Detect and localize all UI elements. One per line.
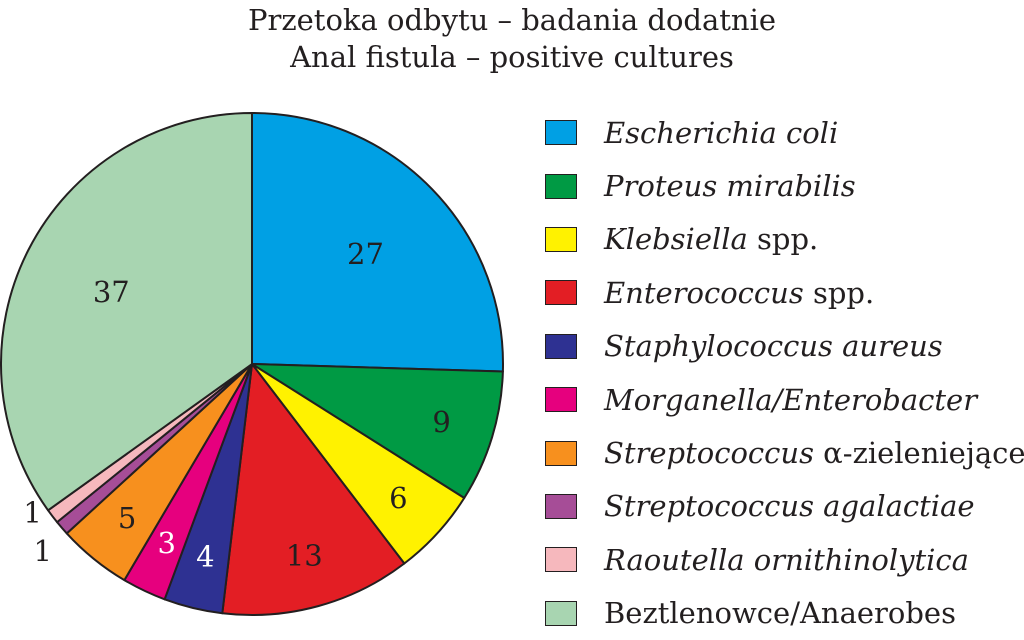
legend-swatch xyxy=(545,493,577,519)
legend-swatch xyxy=(545,280,577,306)
data-label-morganella-enterobacter: 3 xyxy=(157,526,175,560)
pie-slice-proteus-mirabilis xyxy=(251,363,504,499)
data-label-klebsiella-spp: 6 xyxy=(389,481,407,515)
data-label-staphylococcus-aureus: 4 xyxy=(196,540,214,574)
legend-label: Escherichia coli xyxy=(604,115,839,150)
legend-swatch xyxy=(545,333,577,359)
legend-item-streptococcus-agalactiae: Streptococcus agalactiae xyxy=(545,480,1024,533)
legend-item-klebsiella-spp: Klebsiella spp. xyxy=(545,213,1024,266)
pie-slice-enterococcus-spp xyxy=(221,363,406,616)
legend-item-enterococcus-spp: Enterococcus spp. xyxy=(545,266,1024,319)
legend-swatch xyxy=(545,173,577,199)
legend-item-morganella-enterobacter: Morganella/Enterobacter xyxy=(545,373,1024,426)
legend-item-beztlenowce-anaerobes: Beztlenowce/Anaerobes xyxy=(545,587,1024,640)
data-label-raoutella-ornithinolytica: 1 xyxy=(23,495,41,529)
data-label-streptococcus-zielenieja-ce: 5 xyxy=(118,501,136,535)
legend-label: Streptococcus α-zieleniejące xyxy=(604,436,1024,471)
legend-item-streptococcus-zielenieja-ce: Streptococcus α-zieleniejące xyxy=(545,426,1024,479)
data-label-proteus-mirabilis: 9 xyxy=(432,405,450,439)
legend-swatch xyxy=(545,120,577,146)
legend-label: Klebsiella spp. xyxy=(604,222,819,257)
legend-swatch xyxy=(545,226,577,252)
legend-label: Enterococcus spp. xyxy=(604,275,875,310)
legend-item-escherichia-coli: Escherichia coli xyxy=(545,106,1024,159)
pie-chart: 27 9 6 13 435 1 1 37 xyxy=(0,112,504,616)
legend-label: Staphylococcus aureus xyxy=(604,329,943,364)
legend-swatch xyxy=(545,547,577,573)
chart-title: Przetoka odbytu – badania dodatnie xyxy=(247,3,777,37)
chart-title-block: Przetoka odbytu – badania dodatnie Anal … xyxy=(0,2,1024,76)
pie-slice-escherichia-coli xyxy=(251,112,504,373)
data-label-streptococcus-agalactiae: 1 xyxy=(33,534,51,568)
legend-label: Morganella/Enterobacter xyxy=(604,382,978,417)
data-label-enterococcus-spp: 13 xyxy=(286,538,323,572)
legend-swatch xyxy=(545,440,577,466)
legend-label: Proteus mirabilis xyxy=(604,169,856,204)
legend-item-raoutella-ornithinolytica: Raoutella ornithinolytica xyxy=(545,533,1024,586)
pie-data-labels: 27 9 6 13 435 1 1 37 xyxy=(23,237,450,574)
legend-item-staphylococcus-aureus: Staphylococcus aureus xyxy=(545,320,1024,373)
legend-label: Streptococcus agalactiae xyxy=(604,489,975,524)
chart-subtitle: Anal fistula – positive cultures xyxy=(290,40,734,74)
legend-swatch xyxy=(545,387,577,413)
data-label-beztlenowce-anaerobes: 37 xyxy=(93,275,130,309)
legend: Escherichia coli Proteus mirabilis Klebsie… xyxy=(545,106,1024,640)
legend-item-proteus-mirabilis: Proteus mirabilis xyxy=(545,159,1024,212)
pie-slices xyxy=(0,112,504,616)
legend-label: Raoutella ornithinolytica xyxy=(604,542,969,577)
data-label-escherichia-coli: 27 xyxy=(347,237,384,271)
pie-slice-beztlenowce-anaerobes xyxy=(0,112,253,512)
legend-label: Beztlenowce/Anaerobes xyxy=(604,596,956,631)
